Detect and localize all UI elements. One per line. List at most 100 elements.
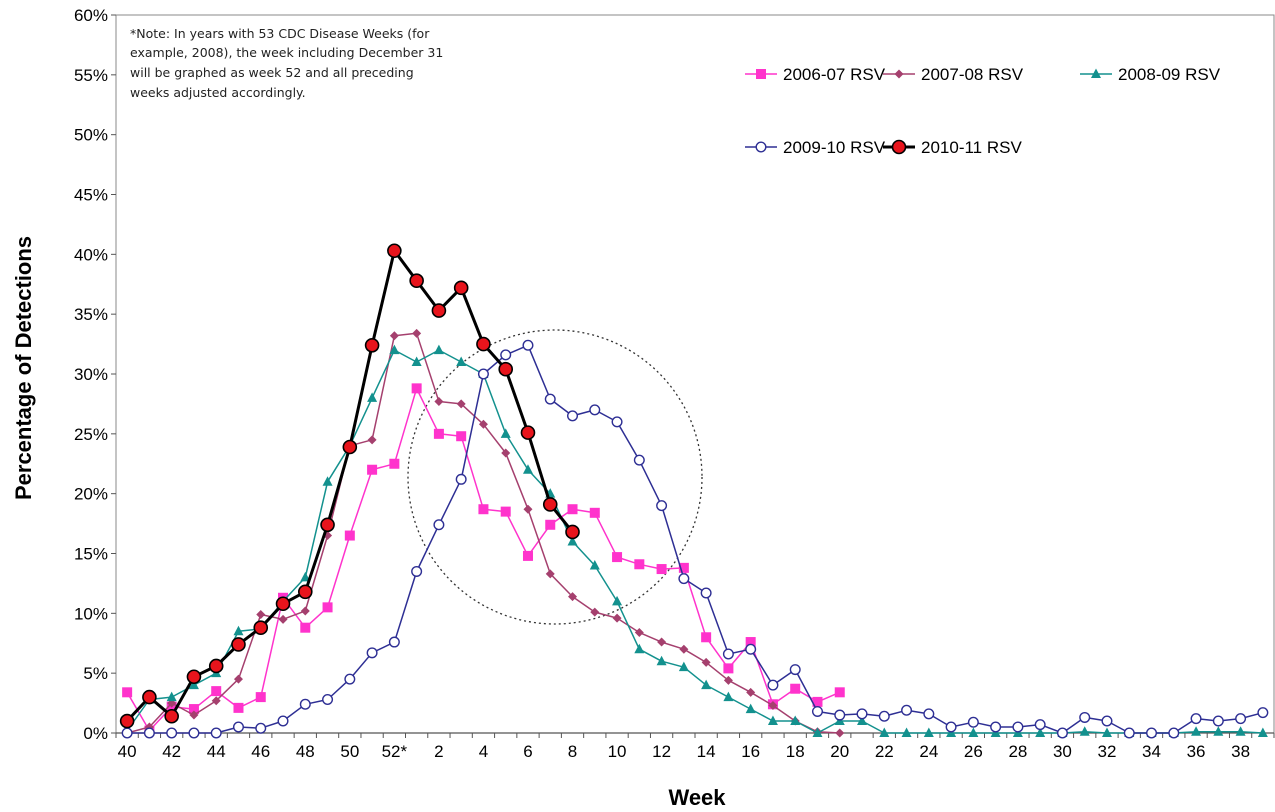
data-point [189, 710, 199, 720]
data-point [388, 636, 400, 648]
data-point [612, 613, 622, 623]
data-point [745, 703, 756, 714]
note-line-4: weeks adjusted accordingly. [130, 85, 306, 100]
x-tick-label: 34 [1142, 742, 1161, 761]
data-point [455, 473, 467, 485]
data-point [901, 727, 912, 737]
data-point [433, 344, 444, 355]
data-point [611, 416, 623, 428]
data-point [277, 715, 289, 727]
x-tick-label: 8 [568, 742, 577, 761]
data-point [567, 410, 579, 422]
data-point [835, 728, 845, 738]
series-2007-08-rsv [122, 328, 845, 738]
x-tick-label: 2 [434, 742, 443, 761]
data-point [745, 643, 757, 655]
data-point [1123, 727, 1135, 739]
data-point [923, 708, 935, 720]
data-point [300, 571, 311, 582]
data-point [544, 393, 556, 405]
data-point [344, 673, 356, 685]
data-point [121, 727, 133, 739]
x-tick-label: 52* [382, 742, 408, 761]
x-tick-label: 22 [875, 742, 894, 761]
data-point [656, 500, 668, 512]
data-point [968, 727, 979, 737]
data-point [322, 476, 333, 486]
data-point [300, 606, 310, 616]
data-point [322, 693, 334, 705]
series-2006-07-rsv [122, 383, 845, 736]
data-point [476, 336, 491, 352]
series-2010-11-rsv [119, 243, 580, 729]
data-point [879, 727, 890, 737]
data-point [1079, 711, 1091, 723]
data-point [967, 716, 979, 728]
data-point [256, 610, 266, 620]
data-point [701, 657, 711, 667]
data-point [478, 504, 489, 515]
data-point [657, 637, 667, 647]
legend-item: 2007-08 RSV [883, 65, 1024, 84]
data-point [188, 704, 199, 715]
legend-marker [891, 139, 907, 155]
data-point [923, 727, 934, 737]
legend-label: 2008-09 RSV [1118, 65, 1221, 84]
x-tick-label: 48 [296, 742, 315, 761]
data-point [679, 644, 689, 654]
data-point [1191, 726, 1202, 736]
data-point [456, 356, 467, 367]
y-tick-label: 15% [74, 545, 108, 564]
series-line [127, 344, 1264, 734]
data-point [701, 679, 712, 690]
data-point [634, 627, 644, 637]
data-point [790, 683, 801, 694]
data-point [700, 587, 712, 599]
data-point [344, 530, 355, 541]
data-point [412, 328, 422, 338]
data-point [453, 280, 469, 296]
data-point [678, 573, 690, 585]
data-point [634, 643, 645, 654]
data-point [545, 519, 556, 530]
series-line [126, 249, 574, 723]
x-tick-label: 18 [786, 742, 805, 761]
data-point [166, 727, 178, 739]
data-point [142, 689, 157, 705]
data-point [901, 704, 913, 716]
data-point [500, 428, 511, 438]
x-tick-label: 46 [251, 742, 270, 761]
data-point [834, 709, 846, 721]
x-tick-label: 24 [919, 742, 938, 761]
x-tick-label: 40 [118, 742, 137, 761]
note-line-1: *Note: In years with 53 CDC Disease Week… [130, 26, 430, 41]
data-point [211, 686, 222, 697]
data-point [166, 691, 177, 702]
y-tick-label: 20% [74, 485, 108, 504]
note-line-2: example, 2008), the week including Decem… [130, 45, 443, 60]
data-point [208, 658, 224, 674]
legend-marker [1091, 68, 1101, 78]
data-point [299, 698, 311, 710]
data-point [367, 392, 378, 402]
data-point [789, 664, 801, 676]
note-line-3: will be graphed as week 52 and all prece… [130, 65, 414, 80]
data-point [811, 705, 823, 717]
data-point [520, 425, 536, 440]
data-point [767, 715, 778, 726]
data-point [119, 713, 135, 729]
legend-marker [756, 69, 766, 79]
data-point [522, 464, 533, 474]
data-point [1257, 707, 1269, 719]
data-point [498, 361, 514, 377]
y-tick-label: 55% [74, 66, 108, 85]
highlight-circle [407, 329, 703, 625]
data-point [477, 368, 489, 380]
data-point [656, 564, 667, 575]
annotation-layer [407, 329, 703, 625]
x-tick-label: 14 [697, 742, 716, 761]
data-point [367, 464, 378, 475]
x-tick-label: 32 [1098, 742, 1117, 761]
data-point [320, 517, 335, 533]
data-point [790, 715, 801, 726]
